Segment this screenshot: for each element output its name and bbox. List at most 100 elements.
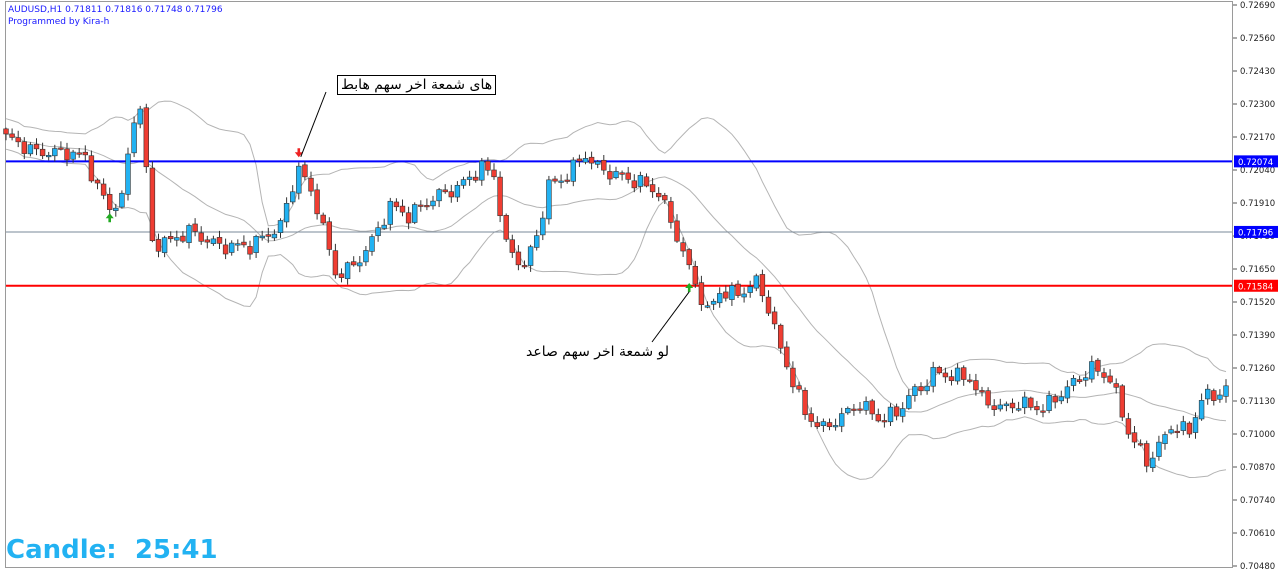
candle <box>100 178 107 200</box>
candle <box>58 141 64 151</box>
candle <box>643 173 650 188</box>
price-tick-label: 0.72690 <box>1240 1 1275 11</box>
candle <box>527 244 534 272</box>
candle <box>143 103 149 173</box>
candle <box>662 192 668 205</box>
candle <box>259 230 265 241</box>
candle <box>168 231 174 243</box>
candle-body <box>1162 434 1168 444</box>
candle <box>570 157 577 187</box>
candle-body <box>497 176 503 217</box>
candle <box>472 170 479 183</box>
candle <box>808 407 814 428</box>
candle <box>893 403 900 421</box>
candle-body <box>967 379 973 382</box>
candle <box>613 166 619 180</box>
candle-body <box>15 137 21 143</box>
candle-body <box>82 151 89 156</box>
candle <box>363 245 369 266</box>
candle <box>540 211 546 241</box>
buy-annotation[interactable]: لو شمعة اخر سهم صاعد <box>526 344 670 360</box>
candle-body <box>485 160 491 171</box>
candle-body <box>1107 375 1113 383</box>
price-tick-label: 0.72040 <box>1240 166 1275 176</box>
candle-body <box>906 395 912 409</box>
candle-body <box>253 236 259 253</box>
candle-body <box>45 155 52 158</box>
candle-body <box>1083 377 1089 381</box>
candle <box>710 298 717 311</box>
candle <box>302 161 308 181</box>
candle-body <box>1186 422 1193 435</box>
candle-body <box>759 274 766 297</box>
candle <box>33 138 40 156</box>
price-tick-label: 0.71650 <box>1240 265 1275 275</box>
candle <box>375 221 381 242</box>
candle-body <box>771 311 778 325</box>
candle <box>332 243 339 279</box>
sell-arrow-icon <box>294 148 303 158</box>
candle <box>411 202 418 225</box>
candle-body <box>991 405 997 411</box>
candle <box>601 155 607 175</box>
candle-body <box>924 385 930 392</box>
candle <box>436 187 442 208</box>
candle-body <box>747 286 753 293</box>
candle-body <box>137 108 143 125</box>
candle <box>3 127 9 141</box>
candle <box>869 398 875 420</box>
candle <box>186 223 192 249</box>
candle <box>424 198 430 211</box>
candle <box>729 282 735 306</box>
candle-body <box>247 246 253 255</box>
candle-body <box>723 291 729 299</box>
candle-body <box>3 128 9 135</box>
candle-body <box>680 242 686 252</box>
candle <box>1205 384 1211 405</box>
candle-body <box>808 413 814 422</box>
candle-body <box>668 201 674 223</box>
sell-annotation[interactable]: های شمعة اخر سهم هابط <box>337 75 497 95</box>
candle-body <box>418 204 424 207</box>
candle-body <box>765 296 772 314</box>
candle <box>338 268 345 283</box>
candle-body <box>533 235 540 248</box>
current-price-label: 0.71796 <box>1238 228 1273 238</box>
candle-body <box>131 122 137 154</box>
candle <box>222 238 229 260</box>
candle-body <box>1028 397 1034 408</box>
candle-body <box>363 250 369 263</box>
candle <box>784 341 790 370</box>
candle <box>320 212 326 226</box>
candle <box>387 197 393 231</box>
candle-body <box>387 200 393 225</box>
candle <box>680 237 686 257</box>
candle <box>94 178 101 190</box>
candle <box>174 230 180 247</box>
candle <box>1064 380 1071 404</box>
candle <box>863 396 869 415</box>
price-tick-label: 0.71520 <box>1240 298 1275 308</box>
candle <box>113 203 119 217</box>
candle-body <box>1015 408 1022 411</box>
candle-body <box>88 155 95 182</box>
candle-body <box>375 227 381 237</box>
candle <box>442 184 448 194</box>
candle <box>1113 378 1119 394</box>
candle <box>137 105 143 129</box>
candlesticks <box>3 103 1229 473</box>
candle-body <box>143 107 149 168</box>
candle-body <box>472 176 479 181</box>
candle <box>796 381 802 393</box>
candle-body <box>613 171 619 179</box>
candle-body <box>930 367 936 387</box>
candle-body <box>411 204 418 223</box>
candle-body <box>296 165 302 194</box>
candle-body <box>344 262 351 280</box>
candle-body <box>814 422 821 427</box>
candle-body <box>588 156 595 164</box>
candle-timer-value: 25:41 <box>134 535 218 565</box>
candle-body <box>442 189 448 193</box>
